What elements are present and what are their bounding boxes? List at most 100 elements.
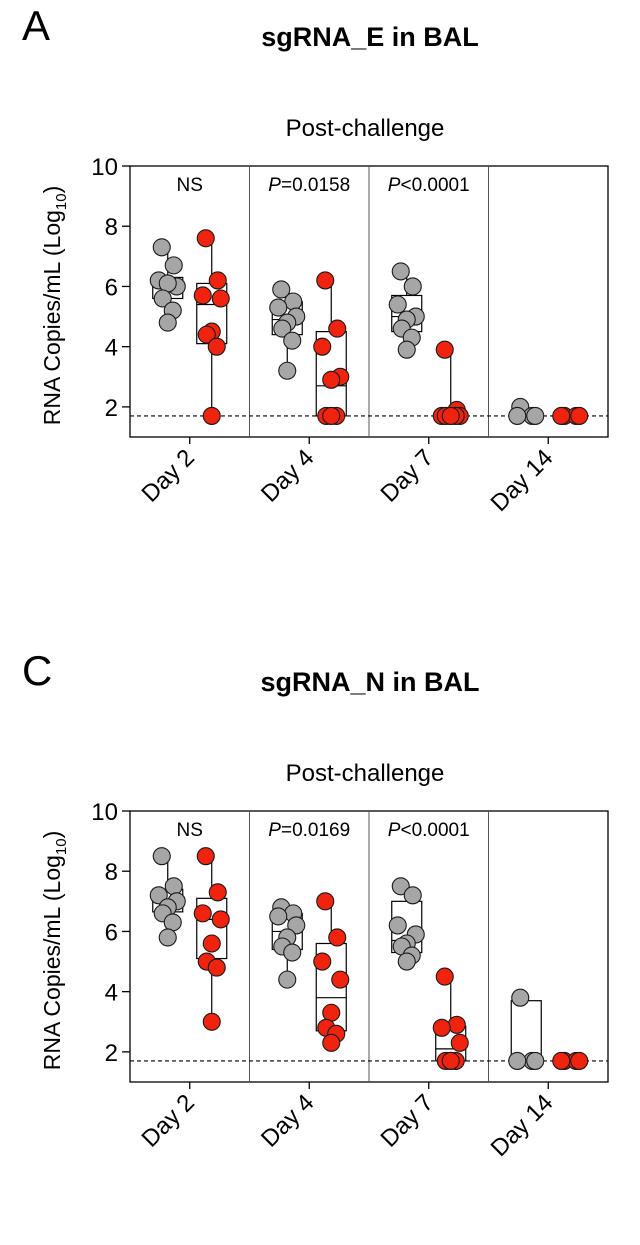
- data-point-gray: [287, 916, 306, 935]
- box-iqr: [510, 1000, 542, 1062]
- significance-label: NS: [177, 820, 203, 841]
- data-point-gray: [153, 289, 172, 308]
- y-axis-title: RNA Copies/mL (Log10): [39, 186, 70, 426]
- p-symbol: P: [388, 820, 401, 841]
- x-tick-label: Day 4: [256, 444, 319, 507]
- data-point-red: [552, 1051, 571, 1070]
- data-point-gray: [152, 238, 171, 257]
- data-point-red: [328, 319, 347, 338]
- data-point-gray: [397, 952, 416, 971]
- data-point-gray: [283, 331, 302, 350]
- x-tick-label: Day 14: [486, 1089, 559, 1162]
- data-point-gray: [278, 361, 297, 380]
- data-point-red: [552, 406, 571, 425]
- p-value: <0.0001: [400, 175, 469, 196]
- y-axis-title-close: ): [39, 831, 65, 839]
- data-point-gray: [388, 295, 407, 314]
- data-point-gray: [163, 913, 182, 932]
- data-point-red: [313, 952, 332, 971]
- data-point-red: [197, 325, 216, 344]
- y-axis-title-main: RNA Copies/mL (Log: [39, 210, 65, 425]
- data-point-gray: [164, 877, 183, 896]
- p-value: =0.0169: [281, 820, 350, 841]
- data-point-red: [322, 406, 341, 425]
- data-point-gray: [269, 907, 288, 926]
- y-tick-label: 6: [105, 919, 118, 946]
- data-point-gray: [511, 988, 530, 1007]
- y-tick-label: 2: [105, 1040, 118, 1067]
- data-point-gray: [391, 262, 410, 281]
- data-point-red: [316, 892, 335, 911]
- data-point-red: [441, 1051, 460, 1070]
- y-tick-label: 8: [105, 214, 118, 241]
- x-tick-label: Day 2: [137, 1089, 200, 1152]
- y-tick-label: 10: [91, 154, 118, 181]
- panel-label: A: [22, 2, 51, 49]
- data-point-gray: [388, 916, 407, 935]
- data-point-red: [211, 910, 230, 929]
- data-point-red: [207, 337, 226, 356]
- data-point-red: [441, 406, 460, 425]
- p-symbol: P: [388, 175, 401, 196]
- data-point-red: [202, 406, 221, 425]
- data-point-gray: [526, 406, 545, 425]
- data-point-red: [447, 1015, 466, 1034]
- data-point-gray: [273, 319, 292, 338]
- panel-a: A sgRNA_E in BAL Post-challenge 2 4 6 8 10 RN…: [0, 0, 640, 600]
- data-point-red: [328, 928, 347, 947]
- data-point-red: [432, 1018, 451, 1037]
- significance-label: P<0.0001: [388, 175, 470, 196]
- data-point-red: [322, 1033, 341, 1052]
- data-point-red: [435, 340, 454, 359]
- data-point-red: [435, 967, 454, 986]
- data-point-gray: [403, 886, 422, 905]
- data-point-gray: [403, 277, 422, 296]
- data-point-red: [207, 958, 226, 977]
- data-point-red: [331, 970, 350, 989]
- data-point-red: [316, 271, 335, 290]
- data-point-gray: [526, 1051, 545, 1070]
- data-point-gray: [152, 847, 171, 866]
- data-point-gray: [158, 313, 177, 332]
- data-point-red: [450, 1033, 469, 1052]
- data-point-gray: [158, 274, 177, 293]
- data-point-red: [193, 904, 212, 923]
- y-tick-label: 10: [91, 799, 118, 826]
- data-point-gray: [149, 886, 168, 905]
- y-axis-title: RNA Copies/mL (Log10): [39, 831, 70, 1071]
- data-point-red: [211, 289, 230, 308]
- data-point-red: [313, 337, 332, 356]
- data-point-gray: [269, 298, 288, 317]
- p-symbol: P: [268, 175, 281, 196]
- data-point-gray: [158, 928, 177, 947]
- data-point-gray: [164, 256, 183, 275]
- x-tick-label: Day 7: [376, 1089, 439, 1152]
- data-point-gray: [284, 292, 303, 311]
- data-point-gray: [391, 877, 410, 896]
- data-point-gray: [283, 943, 302, 962]
- significance-label: P=0.0169: [268, 820, 350, 841]
- data-point-gray: [272, 280, 291, 299]
- y-tick-label: 2: [105, 395, 118, 422]
- data-point-red: [196, 229, 215, 248]
- data-point-red: [570, 1051, 589, 1070]
- data-point-gray: [278, 970, 297, 989]
- p-value: =0.0158: [281, 175, 350, 196]
- significance-label: NS: [177, 175, 203, 196]
- chart-subtitle: Post-challenge: [285, 115, 445, 142]
- y-axis-title-subscript: 10: [53, 193, 70, 210]
- x-tick-label: Day 2: [137, 444, 200, 507]
- p-value: NS: [177, 820, 203, 841]
- p-symbol: P: [268, 820, 281, 841]
- data-point-red: [322, 370, 341, 389]
- data-point-gray: [508, 406, 527, 425]
- y-tick-label: 6: [105, 274, 118, 301]
- x-tick-label: Day 7: [376, 444, 439, 507]
- y-axis-title-subscript: 10: [53, 838, 70, 855]
- data-point-red: [208, 271, 227, 290]
- data-point-red: [202, 1012, 221, 1031]
- y-tick-label: 8: [105, 859, 118, 886]
- data-point-red: [202, 934, 221, 953]
- y-axis-title-close: ): [39, 186, 65, 194]
